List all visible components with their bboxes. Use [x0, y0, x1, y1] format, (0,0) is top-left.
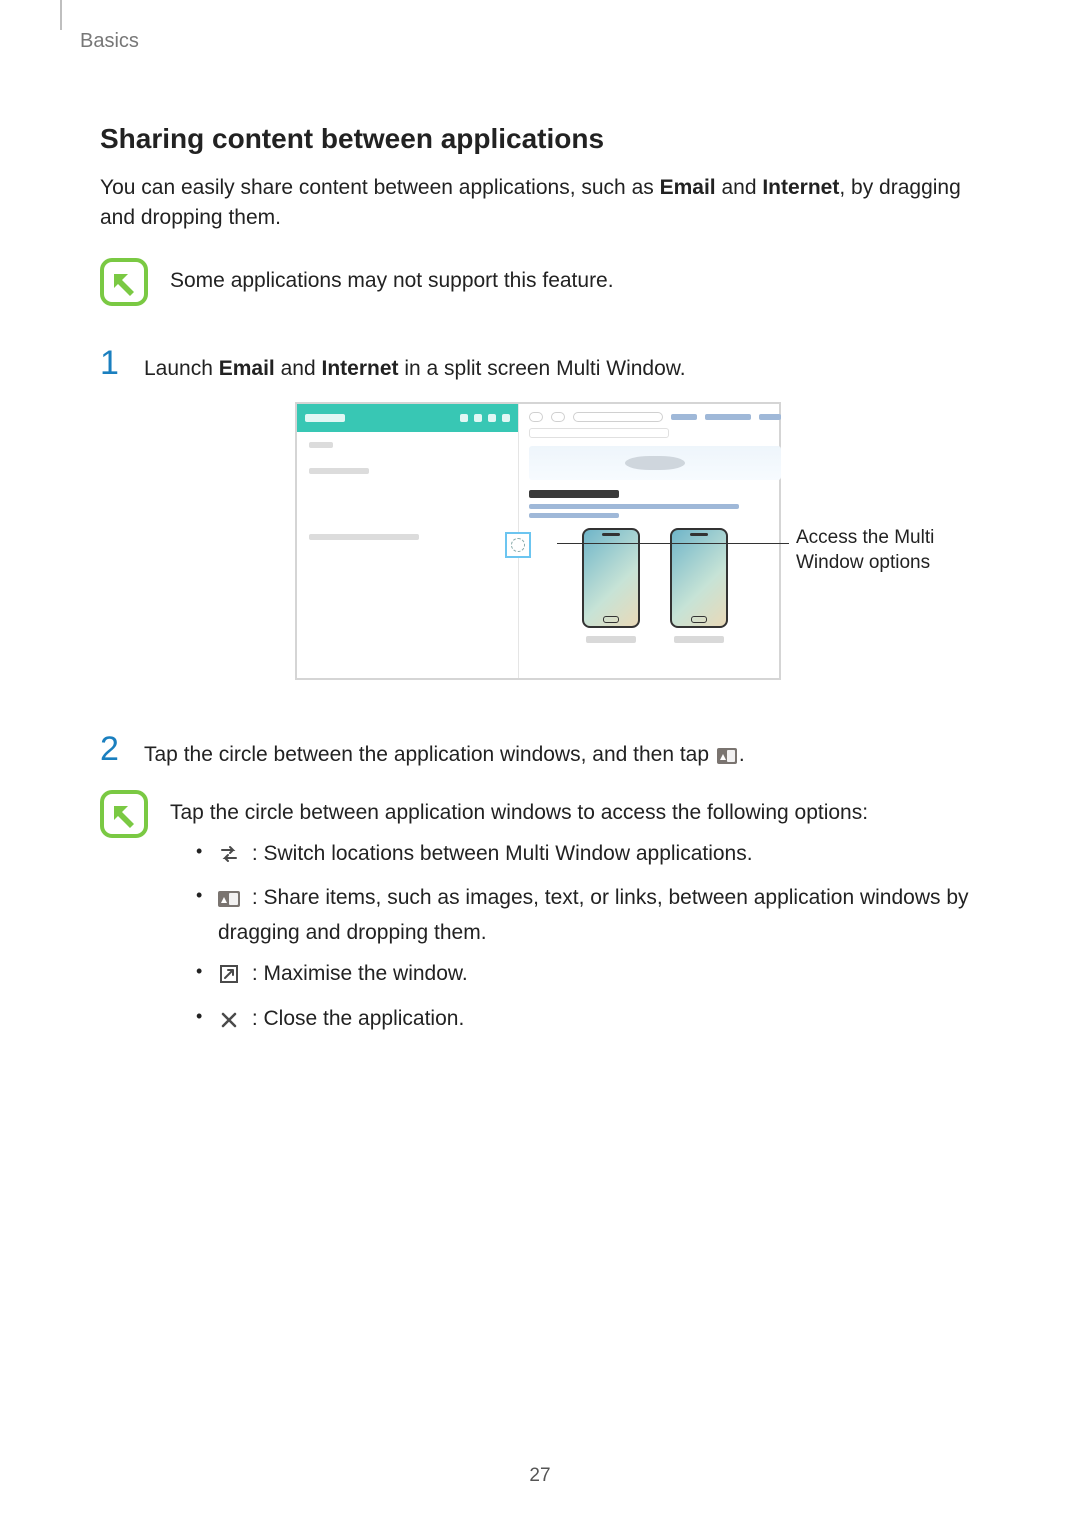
option-close: : Close the application.	[196, 1003, 980, 1038]
multiwindow-handle-highlight	[505, 532, 531, 558]
intro-paragraph: You can easily share content between app…	[100, 173, 980, 234]
step-2-number: 2	[100, 732, 126, 766]
drag-share-icon	[717, 743, 737, 773]
step1-mid: and	[275, 357, 322, 380]
switch-locations-icon	[218, 841, 240, 873]
page-top-rule	[60, 0, 62, 30]
mock-browser-subbar	[529, 428, 669, 438]
mock-email-pane	[297, 404, 519, 678]
mock-browser-heading	[529, 490, 781, 518]
note-1-text: Some applications may not support this f…	[170, 258, 614, 296]
option-close-text: : Close the application.	[246, 1007, 464, 1030]
mock-header-label	[305, 414, 345, 422]
step1-post: in a split screen Multi Window.	[399, 357, 686, 380]
close-icon	[218, 1006, 240, 1038]
options-list: : Switch locations between Multi Window …	[100, 838, 980, 1038]
step1-b1: Email	[219, 357, 275, 380]
step-1: 1 Launch Email and Internet in a split s…	[100, 346, 980, 384]
intro-bold-email: Email	[660, 176, 716, 199]
mock-browser-toolbar	[529, 412, 781, 422]
note-2-lead: Tap the circle between application windo…	[170, 790, 980, 828]
intro-mid: and	[716, 176, 763, 199]
step1-pre: Launch	[144, 357, 219, 380]
callout-text: Access the Multi Window options	[796, 526, 976, 575]
note-icon	[100, 258, 148, 306]
drag-share-icon	[218, 885, 240, 917]
step2-post: .	[739, 743, 745, 766]
mock-internet-pane	[519, 404, 791, 678]
intro-bold-internet: Internet	[762, 176, 839, 199]
page-number: 27	[0, 1465, 1080, 1487]
note-icon	[100, 790, 148, 838]
step-2: 2 Tap the circle between the application…	[100, 732, 980, 773]
option-maximise: : Maximise the window.	[196, 958, 980, 993]
mock-email-header	[297, 404, 518, 432]
option-maximise-text: : Maximise the window.	[246, 962, 468, 985]
maximise-icon	[218, 961, 240, 993]
option-share-text: : Share items, such as images, text, or …	[218, 886, 969, 944]
figure-multiwindow: Access the Multi Window options	[100, 402, 980, 692]
mock-phone-2	[670, 528, 728, 643]
step-1-text: Launch Email and Internet in a split scr…	[144, 346, 686, 384]
intro-pre: You can easily share content between app…	[100, 176, 660, 199]
mock-phone-row	[529, 528, 781, 643]
section-title: Sharing content between applications	[100, 123, 980, 155]
breadcrumb: Basics	[80, 30, 980, 53]
mock-email-list	[297, 432, 518, 678]
mock-header-icons	[460, 414, 510, 422]
step1-b2: Internet	[321, 357, 398, 380]
note-1: Some applications may not support this f…	[100, 258, 980, 306]
device-mock	[295, 402, 781, 680]
option-switch: : Switch locations between Multi Window …	[196, 838, 980, 873]
step-1-number: 1	[100, 346, 126, 380]
option-switch-text: : Switch locations between Multi Window …	[246, 842, 753, 865]
mock-phone-1	[582, 528, 640, 643]
option-share: : Share items, such as images, text, or …	[196, 882, 980, 948]
step2-pre: Tap the circle between the application w…	[144, 743, 715, 766]
step-2-text: Tap the circle between the application w…	[144, 732, 745, 773]
note-2: Tap the circle between application windo…	[100, 790, 980, 838]
mock-browser-hero	[529, 446, 781, 480]
callout-leader-line	[557, 543, 789, 544]
